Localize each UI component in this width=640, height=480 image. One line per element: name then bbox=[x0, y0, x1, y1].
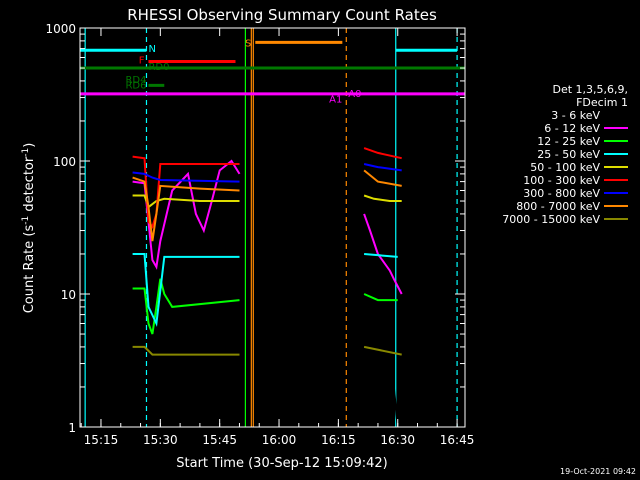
x-axis-label: Start Time (30-Sep-12 15:09:42) bbox=[176, 456, 387, 471]
y-tick-label-2: 100 bbox=[53, 155, 76, 169]
x-tick-label-0: 15:15 bbox=[84, 433, 119, 447]
flag-label-6: A1 bbox=[329, 95, 342, 106]
flag-label-3: RD0 bbox=[148, 62, 169, 73]
legend-label-4: 50 - 100 keV bbox=[530, 161, 600, 174]
series-line-6-1 bbox=[363, 163, 402, 172]
legend-header-decimation: FDecim 1 bbox=[576, 96, 628, 109]
series-line-6-0 bbox=[132, 171, 240, 183]
flag-label-7: A0 bbox=[348, 89, 361, 100]
x-tick-label-1: 15:30 bbox=[143, 433, 178, 447]
x-tick-label-6: 16:45 bbox=[440, 433, 475, 447]
flag-label-0: N bbox=[148, 44, 155, 55]
series-line-5-0 bbox=[132, 155, 240, 229]
legend-label-5: 100 - 300 keV bbox=[523, 174, 600, 187]
series-line-2-0 bbox=[132, 278, 240, 335]
x-tick-label-4: 16:15 bbox=[321, 433, 356, 447]
footer-date: 19-Oct-2021 09:42 bbox=[560, 467, 636, 476]
series-line-3-1 bbox=[364, 253, 398, 258]
legend-label-6: 300 - 800 keV bbox=[523, 187, 600, 200]
legend-label-2: 12 - 25 keV bbox=[537, 135, 600, 148]
series-line-7-0 bbox=[132, 176, 240, 242]
x-tick-label-5: 16:30 bbox=[380, 433, 415, 447]
chart-title: RHESSI Observing Summary Count Rates bbox=[127, 6, 437, 24]
y-tick-label-0: 1 bbox=[68, 421, 76, 435]
legend-label-1: 6 - 12 keV bbox=[544, 122, 600, 135]
y-axis-label: Count Rate (s-1 detector-1) bbox=[21, 143, 37, 314]
plot-frame bbox=[79, 27, 466, 428]
flag-label-5: RD6 bbox=[125, 81, 146, 92]
flag-label-1: S bbox=[245, 38, 251, 49]
series-line-8-1 bbox=[363, 345, 402, 356]
legend-label-0: 3 - 6 keV bbox=[551, 109, 600, 122]
legend-label-7: 800 - 7000 keV bbox=[516, 200, 600, 213]
series-line-0-1 bbox=[361, 170, 399, 428]
series-line-1-1 bbox=[363, 213, 403, 295]
series-line-4-0 bbox=[132, 194, 240, 209]
x-tick-label-3: 16:00 bbox=[262, 433, 297, 447]
series-line-3-0 bbox=[132, 253, 240, 328]
x-tick-label-2: 15:45 bbox=[202, 433, 237, 447]
series-line-4-1 bbox=[363, 194, 402, 202]
flag-label-2: F bbox=[139, 55, 145, 66]
series-line-2-1 bbox=[363, 293, 398, 302]
y-tick-label-1: 10 bbox=[61, 288, 76, 302]
series-line-8-0 bbox=[132, 345, 240, 356]
series-line-7-1 bbox=[363, 169, 402, 187]
legend-label-3: 25 - 50 keV bbox=[537, 148, 600, 161]
flag-label-4: RD4 bbox=[125, 75, 146, 86]
series-line-1-0 bbox=[132, 159, 241, 270]
legend-header-detectors: Det 1,3,5,6,9, bbox=[552, 83, 628, 96]
y-tick-label-3: 1000 bbox=[45, 22, 76, 36]
legend-label-8: 7000 - 15000 keV bbox=[502, 213, 600, 226]
series-line-5-1 bbox=[363, 147, 402, 160]
